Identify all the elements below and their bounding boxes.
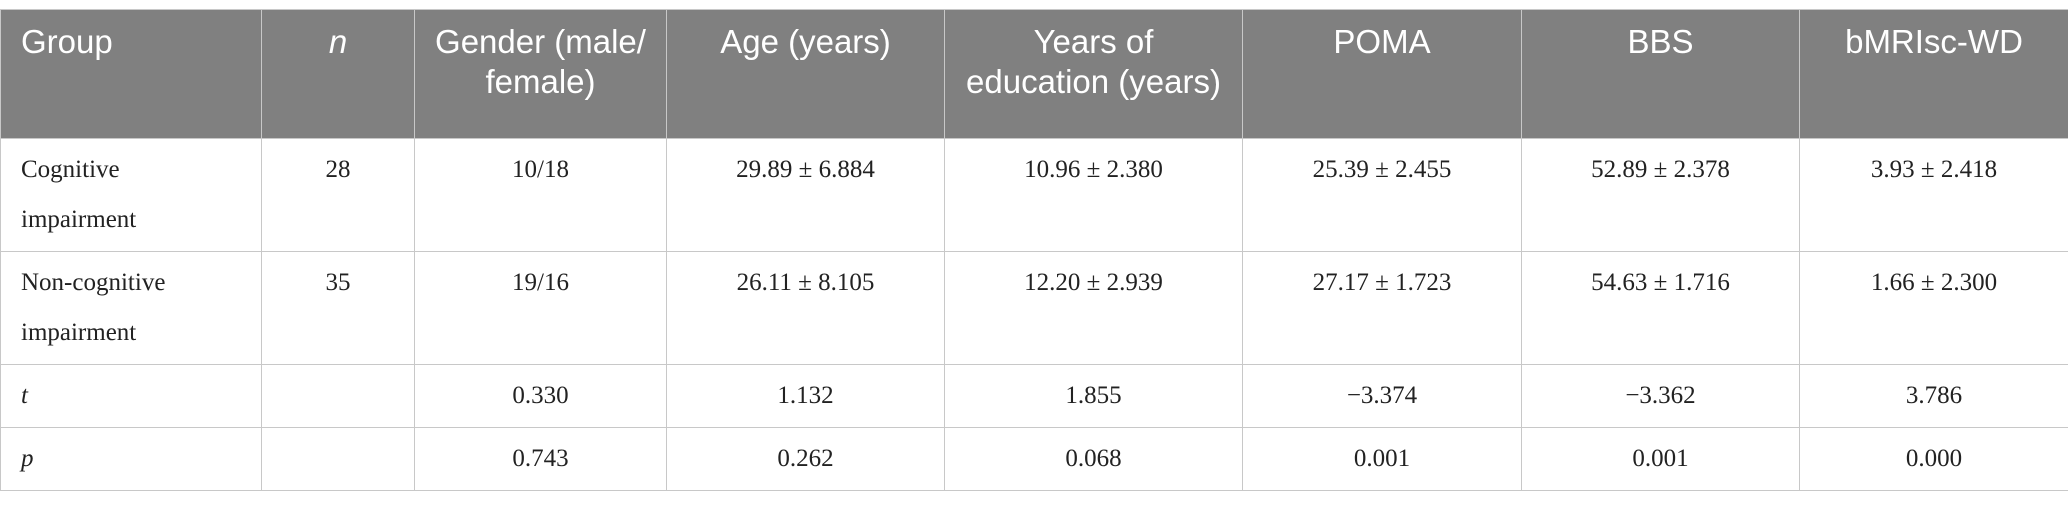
table-cell: 52.89 ± 2.378 xyxy=(1521,138,1800,252)
table-cell: 0.000 xyxy=(1799,427,2068,491)
table-cell: 0.001 xyxy=(1242,427,1522,491)
table-cell: 0.262 xyxy=(666,427,945,491)
table-cell: 29.89 ± 6.884 xyxy=(666,138,945,252)
table-cell: 12.20 ± 2.939 xyxy=(944,251,1243,365)
header-row: Group n Gender (male/ female) Age (years) Ye… xyxy=(0,9,2068,139)
table-cell: 35 xyxy=(261,251,415,365)
empty-cell xyxy=(261,364,415,428)
table-cell: 1.855 xyxy=(944,364,1243,428)
table-body: Cognitive impairment 28 10/18 29.89 ± 6.884… xyxy=(0,138,2068,491)
header-cell: n xyxy=(261,9,415,139)
table-cell: 0.743 xyxy=(414,427,667,491)
table-cell: 10.96 ± 2.380 xyxy=(944,138,1243,252)
table-cell: 3.93 ± 2.418 xyxy=(1799,138,2068,252)
empty-cell xyxy=(261,427,415,491)
table-cell: 1.66 ± 2.300 xyxy=(1799,251,2068,365)
table-cell: 3.786 xyxy=(1799,364,2068,428)
table-cell: t xyxy=(0,364,262,428)
table-row: t 0.330 1.132 1.855 −3.374 −3.362 3.786 xyxy=(0,364,2068,428)
table-cell: Cognitive impairment xyxy=(0,138,262,252)
table-row: p 0.743 0.262 0.068 0.001 0.001 0.000 xyxy=(0,427,2068,491)
table-cell: 10/18 xyxy=(414,138,667,252)
table-cell: 0.001 xyxy=(1521,427,1800,491)
header-cell: POMA xyxy=(1242,9,1522,139)
table-cell: 25.39 ± 2.455 xyxy=(1242,138,1522,252)
table-cell: −3.374 xyxy=(1242,364,1522,428)
header-cell: Group xyxy=(0,9,262,139)
data-table: Group n Gender (male/ female) Age (years) Ye… xyxy=(0,9,2068,491)
table-cell: 26.11 ± 8.105 xyxy=(666,251,945,365)
table-cell: 54.63 ± 1.716 xyxy=(1521,251,1800,365)
table-cell: 1.132 xyxy=(666,364,945,428)
header-cell: BBS xyxy=(1521,9,1800,139)
table-cell: 19/16 xyxy=(414,251,667,365)
header-cell: bMRIsc-WD xyxy=(1799,9,2068,139)
table-row: Cognitive impairment 28 10/18 29.89 ± 6.884… xyxy=(0,138,2068,252)
table-cell: p xyxy=(0,427,262,491)
table-cell: 27.17 ± 1.723 xyxy=(1242,251,1522,365)
header-cell: Age (years) xyxy=(666,9,945,139)
table-cell: −3.362 xyxy=(1521,364,1800,428)
header-cell: Years of education (years) xyxy=(944,9,1243,139)
table-cell: 0.330 xyxy=(414,364,667,428)
table-cell: 28 xyxy=(261,138,415,252)
table-cell: Non-cognitive impairment xyxy=(0,251,262,365)
table-row: Non-cognitive impairment 35 19/16 26.11 ± 8… xyxy=(0,251,2068,365)
header-cell: Gender (male/ female) xyxy=(414,9,667,139)
table-cell: 0.068 xyxy=(944,427,1243,491)
